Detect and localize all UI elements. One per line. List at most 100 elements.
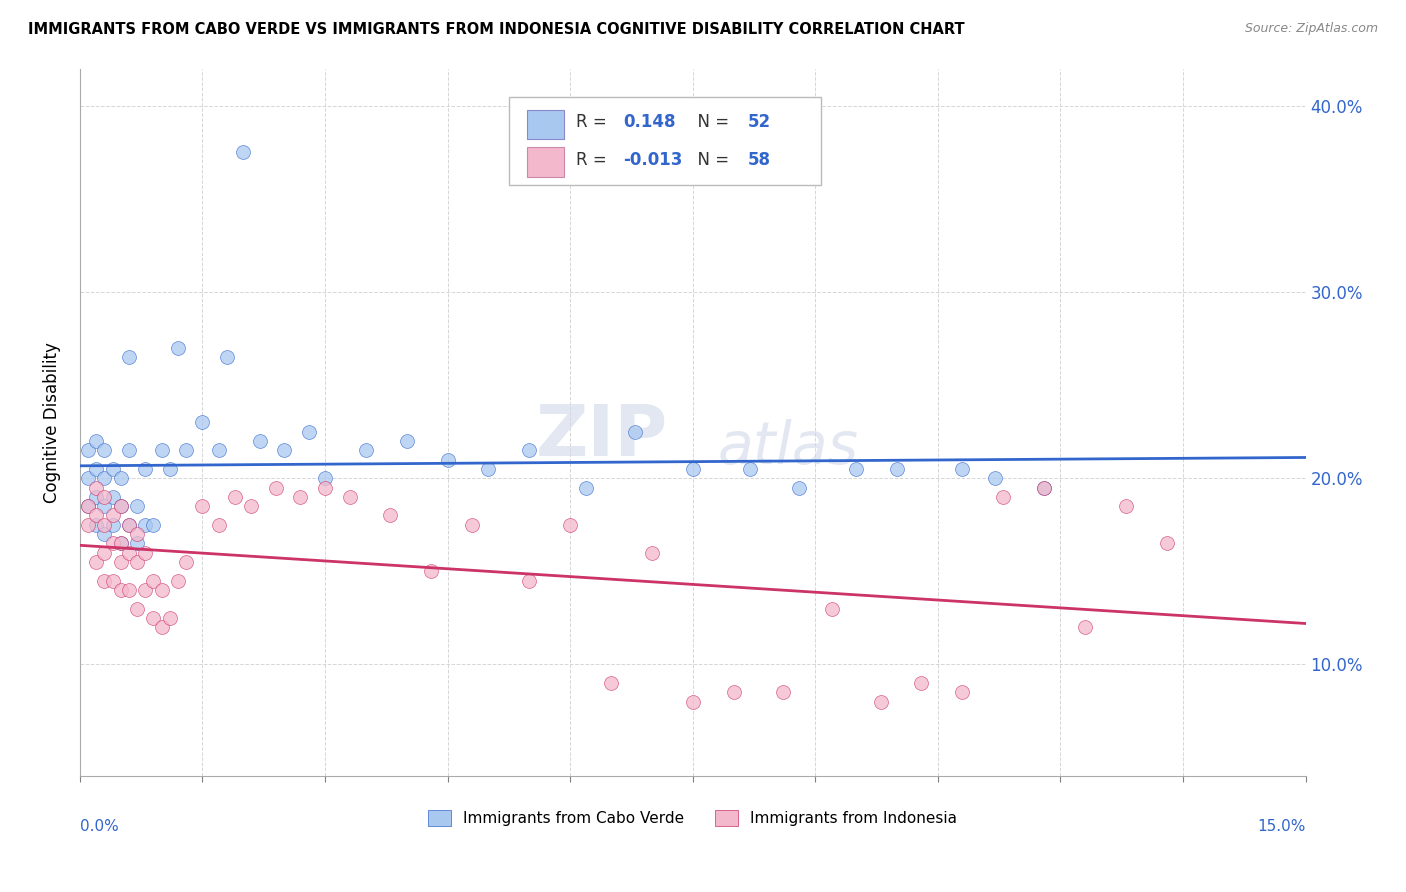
Point	[517, 443, 540, 458]
Point	[208, 443, 231, 458]
Point	[273, 443, 295, 458]
Point	[641, 546, 664, 560]
Point	[84, 481, 107, 495]
Point	[101, 536, 124, 550]
Point	[110, 555, 132, 569]
Point	[84, 490, 107, 504]
Point	[93, 490, 115, 504]
Point	[380, 508, 402, 523]
Point	[624, 425, 647, 439]
Point	[240, 499, 263, 513]
Text: Source: ZipAtlas.com: Source: ZipAtlas.com	[1244, 22, 1378, 36]
Point	[208, 517, 231, 532]
Text: atlas: atlas	[717, 418, 858, 475]
Point	[118, 517, 141, 532]
Point	[77, 499, 100, 513]
Point	[77, 499, 100, 513]
Point	[110, 499, 132, 513]
Point	[950, 685, 973, 699]
Point	[150, 620, 173, 634]
FancyBboxPatch shape	[527, 147, 564, 177]
Point	[93, 471, 115, 485]
Point	[1074, 620, 1097, 634]
Text: N =: N =	[686, 151, 734, 169]
Text: 15.0%: 15.0%	[1257, 819, 1306, 834]
Point	[1156, 536, 1178, 550]
Text: N =: N =	[686, 113, 734, 131]
Point	[174, 443, 197, 458]
Point	[191, 415, 214, 429]
Point	[118, 443, 141, 458]
Point	[1033, 481, 1056, 495]
Point	[134, 517, 156, 532]
Text: ZIP: ZIP	[536, 402, 668, 471]
Text: 52: 52	[748, 113, 770, 131]
Text: 0.148: 0.148	[623, 113, 675, 131]
Point	[77, 471, 100, 485]
Point	[723, 685, 745, 699]
Point	[77, 517, 100, 532]
Point	[436, 452, 458, 467]
Point	[787, 481, 810, 495]
Point	[167, 574, 190, 588]
Point	[820, 601, 842, 615]
Point	[142, 611, 165, 625]
Point	[420, 565, 443, 579]
Point	[134, 546, 156, 560]
Point	[93, 546, 115, 560]
Point	[174, 555, 197, 569]
Point	[772, 685, 794, 699]
Point	[110, 582, 132, 597]
Point	[101, 574, 124, 588]
Point	[110, 499, 132, 513]
Point	[142, 574, 165, 588]
Point	[249, 434, 271, 448]
Point	[1033, 481, 1056, 495]
Point	[517, 574, 540, 588]
Text: R =: R =	[576, 151, 612, 169]
Point	[159, 462, 181, 476]
Point	[354, 443, 377, 458]
Text: 0.0%: 0.0%	[80, 819, 118, 834]
Point	[477, 462, 499, 476]
Point	[950, 462, 973, 476]
Point	[910, 676, 932, 690]
Point	[290, 490, 312, 504]
Point	[84, 555, 107, 569]
Text: -0.013: -0.013	[623, 151, 682, 169]
Point	[125, 536, 148, 550]
Point	[215, 350, 238, 364]
Point	[110, 536, 132, 550]
Point	[134, 582, 156, 597]
Point	[738, 462, 761, 476]
Point	[125, 601, 148, 615]
Point	[232, 145, 254, 160]
Point	[461, 517, 484, 532]
Point	[93, 499, 115, 513]
Point	[600, 676, 623, 690]
Point	[101, 517, 124, 532]
Point	[110, 536, 132, 550]
Point	[118, 517, 141, 532]
Point	[264, 481, 287, 495]
Point	[314, 481, 336, 495]
Point	[101, 508, 124, 523]
Point	[118, 546, 141, 560]
Point	[101, 490, 124, 504]
Point	[93, 574, 115, 588]
FancyBboxPatch shape	[527, 110, 564, 139]
Point	[886, 462, 908, 476]
Point	[142, 517, 165, 532]
Text: 58: 58	[748, 151, 770, 169]
Point	[298, 425, 321, 439]
Legend: Immigrants from Cabo Verde, Immigrants from Indonesia: Immigrants from Cabo Verde, Immigrants f…	[422, 804, 963, 832]
Y-axis label: Cognitive Disability: Cognitive Disability	[44, 342, 60, 503]
Point	[984, 471, 1007, 485]
Point	[558, 517, 581, 532]
Point	[125, 499, 148, 513]
Point	[101, 462, 124, 476]
Point	[84, 434, 107, 448]
Point	[339, 490, 361, 504]
Point	[845, 462, 868, 476]
Point	[150, 443, 173, 458]
